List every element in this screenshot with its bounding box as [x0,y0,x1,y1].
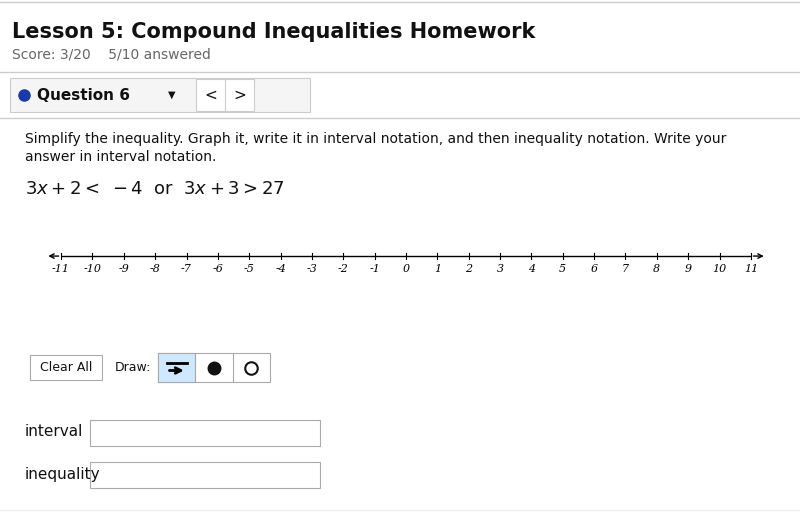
Text: 8: 8 [654,264,661,275]
Text: Simplify the inequality. Graph it, write it in interval notation, and then inequ: Simplify the inequality. Graph it, write… [25,132,726,146]
Text: -4: -4 [275,264,286,275]
Text: ▼: ▼ [168,90,175,100]
Text: 6: 6 [590,264,598,275]
Text: 11: 11 [744,264,758,275]
Text: 4: 4 [528,264,535,275]
Bar [90,420,320,446]
Text: 2: 2 [465,264,472,275]
Text: Lesson 5: Compound Inequalities Homework: Lesson 5: Compound Inequalities Homework [12,22,535,42]
Text: 1: 1 [434,264,441,275]
Text: -11: -11 [52,264,70,275]
Text: 9: 9 [685,264,692,275]
Bar [30,355,102,380]
Text: -2: -2 [338,264,349,275]
Text: Score: 3/20    5/10 answered: Score: 3/20 5/10 answered [12,48,211,62]
Text: Question 6: Question 6 [37,87,130,103]
Bar [158,353,195,382]
Bar [158,353,270,382]
Text: answer in interval notation.: answer in interval notation. [25,150,216,164]
Text: 0: 0 [402,264,410,275]
Text: 5: 5 [559,264,566,275]
Text: 3: 3 [497,264,504,275]
Text: 10: 10 [713,264,726,275]
Text: -5: -5 [244,264,254,275]
Text: -10: -10 [83,264,102,275]
Text: <: < [205,87,218,103]
Bar [90,462,320,488]
Text: inequality: inequality [25,467,101,481]
Text: -7: -7 [181,264,192,275]
Bar [196,79,254,111]
Text: interval: interval [25,424,83,440]
Text: -9: -9 [118,264,130,275]
Text: Clear All: Clear All [40,361,92,374]
Text: >: > [234,87,246,103]
Text: 7: 7 [622,264,629,275]
Text: -8: -8 [150,264,161,275]
Text: -1: -1 [370,264,380,275]
Text: Draw:: Draw: [115,361,151,374]
Text: $3x + 2 < \ -4$  $\mathrm{or}$  $3x + 3 > 27$: $3x + 2 < \ -4$ $\mathrm{or}$ $3x + 3 > … [25,180,285,198]
Text: -6: -6 [213,264,223,275]
Bar [10,78,310,112]
Text: -3: -3 [306,264,318,275]
